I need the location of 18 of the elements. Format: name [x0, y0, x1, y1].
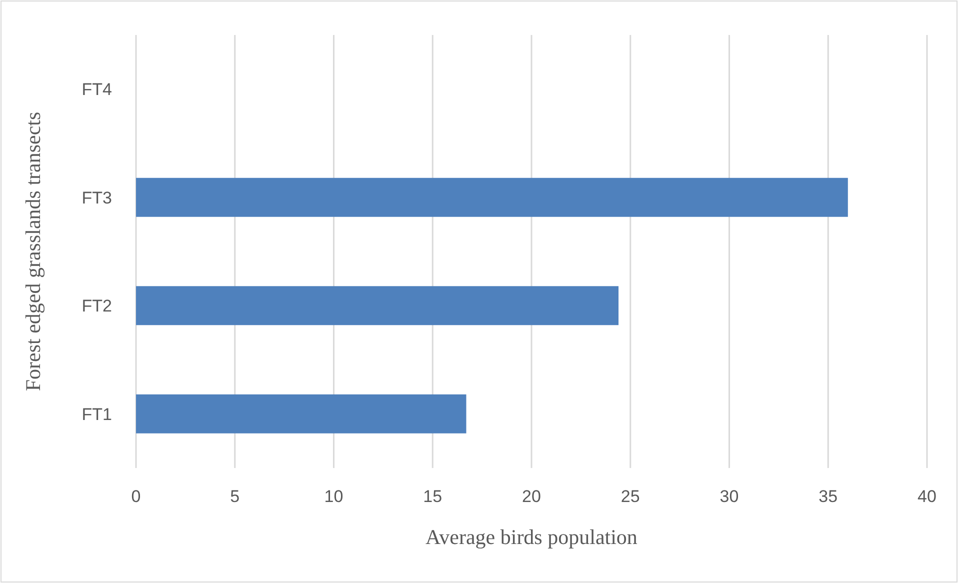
bar: [136, 394, 466, 434]
x-tick-label: 5: [230, 487, 240, 506]
y-tick-label: FT1: [82, 404, 112, 424]
x-axis-title: Average birds population: [426, 525, 638, 549]
y-tick-label: FT4: [82, 80, 112, 100]
x-tick-label: 40: [918, 487, 936, 506]
bar: [136, 286, 619, 326]
x-tick-label: 10: [324, 487, 344, 506]
x-tick-label: 0: [131, 487, 141, 506]
y-tick-label: FT2: [82, 296, 112, 316]
x-tick-label: 30: [720, 487, 739, 506]
y-axis-title: Forest edged grasslands transects: [21, 112, 45, 392]
x-tick-label: 20: [522, 487, 541, 506]
x-tick-label: 35: [818, 487, 838, 506]
bar: [136, 178, 848, 217]
x-tick-label: 15: [423, 487, 442, 506]
y-tick-label: FT3: [82, 188, 112, 208]
x-tick-label: 25: [620, 487, 640, 506]
